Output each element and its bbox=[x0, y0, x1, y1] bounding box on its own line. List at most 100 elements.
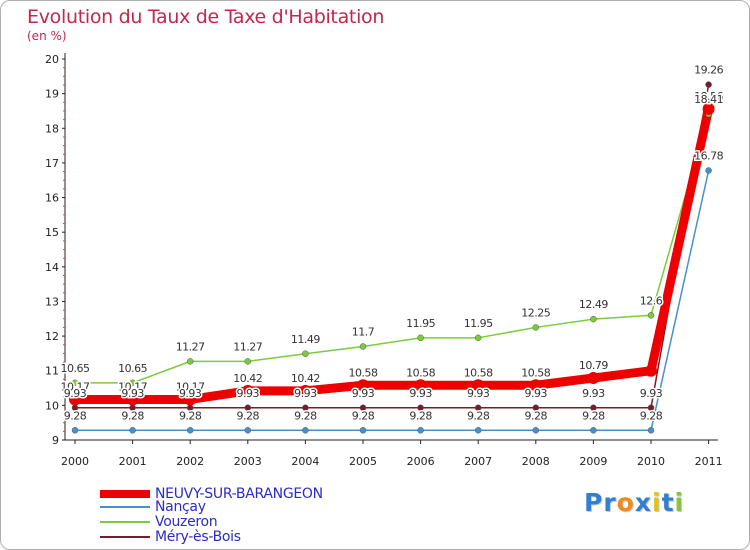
data-label: 10.58 bbox=[406, 366, 435, 379]
legend-swatch-vouzeron bbox=[100, 521, 150, 523]
data-label: 9.93 bbox=[640, 387, 663, 400]
logo-letter: i bbox=[674, 488, 685, 517]
x-tick-label: 2005 bbox=[349, 455, 377, 468]
y-tick-label: 17 bbox=[45, 157, 59, 170]
x-tick-label: 2006 bbox=[407, 455, 435, 468]
y-tick-label: 14 bbox=[45, 261, 59, 274]
legend-label-mery: Méry-ès-Bois bbox=[155, 529, 241, 545]
data-label: 10.17 bbox=[118, 380, 147, 393]
data-point bbox=[705, 81, 712, 88]
data-point bbox=[302, 427, 309, 434]
data-label: 10.42 bbox=[291, 372, 320, 385]
data-point bbox=[590, 427, 597, 434]
logo-letter: x bbox=[634, 488, 652, 517]
data-label: 10.65 bbox=[118, 362, 147, 375]
data-label: 11.27 bbox=[233, 340, 262, 353]
data-point bbox=[69, 393, 81, 406]
legend-swatch-neuvy bbox=[100, 490, 150, 498]
data-point bbox=[71, 427, 79, 434]
data-label: 11.7 bbox=[352, 325, 375, 338]
series-line-3 bbox=[74, 83, 710, 409]
data-point bbox=[302, 404, 309, 412]
data-point bbox=[71, 379, 79, 387]
data-point bbox=[302, 350, 309, 358]
data-label: 9.93 bbox=[64, 387, 87, 400]
data-label: 9.93 bbox=[352, 387, 375, 400]
data-point bbox=[529, 379, 542, 392]
data-labels: 10.17 10.17 10.17 10.42 10.42 10.58 10.58 10.58… bbox=[59, 62, 726, 424]
y-tick-label: 13 bbox=[45, 295, 59, 308]
x-tick-label: 2010 bbox=[637, 455, 665, 468]
data-point bbox=[647, 312, 655, 319]
data-label: 10.65 bbox=[61, 362, 90, 375]
data-point bbox=[417, 427, 424, 434]
data-point bbox=[359, 343, 367, 350]
data-label: 9.93 bbox=[179, 387, 202, 400]
y-tick-label: 20 bbox=[45, 53, 59, 66]
data-point bbox=[590, 315, 597, 323]
data-label: 9.28 bbox=[582, 409, 605, 422]
data-label: 9.28 bbox=[525, 409, 548, 422]
data-point bbox=[359, 427, 367, 434]
y-tick-label: 9 bbox=[52, 434, 59, 447]
data-label: 9.28 bbox=[467, 409, 490, 422]
data-point bbox=[129, 379, 136, 387]
data-point bbox=[357, 379, 369, 392]
y-tick-label: 11 bbox=[45, 365, 59, 378]
series-points bbox=[69, 81, 715, 434]
data-point bbox=[299, 384, 312, 397]
data-point bbox=[244, 358, 252, 365]
data-label: 10.42 bbox=[233, 372, 262, 385]
data-point bbox=[474, 404, 482, 412]
legend-item-nancay: Nançay bbox=[100, 499, 206, 515]
logo-letter: i bbox=[652, 488, 662, 517]
data-point bbox=[244, 404, 252, 412]
data-label: 9.28 bbox=[64, 409, 87, 422]
data-point bbox=[417, 404, 424, 412]
data-point bbox=[532, 324, 540, 331]
x-tick-label: 2007 bbox=[464, 455, 492, 468]
data-label: 9.28 bbox=[294, 409, 317, 422]
axes: 9 10 11 12 13 14 15 16 17 18 19 20 2000 2001 2002 2003 2… bbox=[45, 53, 723, 468]
data-label: 16.78 bbox=[694, 150, 723, 163]
data-point bbox=[126, 393, 139, 406]
series-line-2 bbox=[74, 113, 710, 384]
data-label: 12.6 bbox=[640, 294, 663, 307]
data-label: 9.28 bbox=[179, 409, 202, 422]
y-tick-label: 16 bbox=[45, 192, 59, 205]
data-label: 18.56 bbox=[694, 90, 723, 103]
data-label: 10.58 bbox=[521, 366, 550, 379]
legend-swatch-nancay bbox=[100, 506, 150, 508]
data-point bbox=[186, 358, 194, 365]
legend-label-nancay: Nançay bbox=[155, 499, 206, 515]
data-point bbox=[414, 379, 427, 392]
logo-letter: t bbox=[661, 488, 675, 517]
data-point bbox=[186, 427, 194, 434]
x-tick-label: 2004 bbox=[291, 455, 319, 468]
data-point bbox=[417, 334, 424, 342]
data-point bbox=[474, 427, 482, 434]
y-tick-label: 12 bbox=[45, 330, 59, 343]
data-label: 9.93 bbox=[467, 387, 490, 400]
proxiti-logo: Proxiti bbox=[584, 488, 684, 517]
series-line-1 bbox=[74, 169, 710, 432]
data-label: 19.26 bbox=[694, 64, 723, 77]
legend-item-neuvy: NEUVY-SUR-BARANGEON bbox=[100, 486, 323, 502]
logo-letter: P bbox=[584, 488, 604, 517]
data-label: 10.58 bbox=[464, 366, 493, 379]
data-label: 11.95 bbox=[406, 317, 435, 330]
data-label: 9.93 bbox=[121, 387, 144, 400]
x-tick-label: 2003 bbox=[234, 455, 262, 468]
data-label: 12.49 bbox=[579, 298, 608, 311]
data-label: 11.95 bbox=[464, 317, 493, 330]
series-lines bbox=[70, 83, 714, 432]
data-label: 11.27 bbox=[176, 340, 205, 353]
data-label: 9.93 bbox=[294, 387, 317, 400]
logo-letter: r bbox=[603, 488, 617, 517]
data-label: 9.28 bbox=[237, 409, 260, 422]
data-label: 10.17 bbox=[61, 380, 90, 393]
data-label: 9.28 bbox=[409, 409, 432, 422]
chart-title: Evolution du Taux de Taxe d'Habitation bbox=[27, 6, 385, 28]
